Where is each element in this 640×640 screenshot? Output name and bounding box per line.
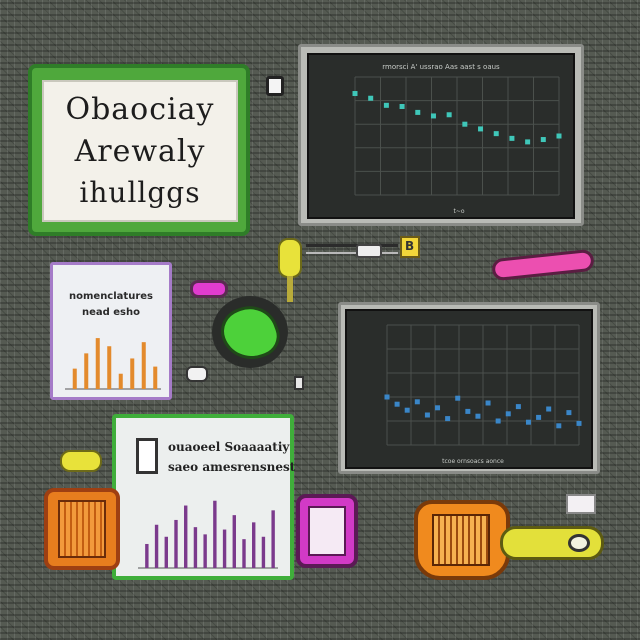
yellow-marker-tip — [287, 276, 293, 302]
small-chart-bar — [72, 368, 77, 389]
small-report-title-1: nomenclatures — [69, 291, 153, 302]
sign-line-2: Arewaly — [74, 134, 206, 169]
middle-chart-point — [566, 410, 572, 416]
top-chart-xlabel: t~o — [453, 208, 464, 215]
middle-chart-point — [394, 401, 400, 407]
middle-chart-point — [556, 423, 562, 429]
middle-chart-monitor: tcoe ornsoacs aonce — [338, 302, 600, 474]
large-chart-bar — [145, 543, 149, 568]
sign-line-3: ihullggs — [79, 176, 201, 209]
orange-tile-inner — [58, 500, 106, 558]
connector-icon — [356, 244, 382, 258]
small-box-icon — [294, 376, 304, 390]
top-chart-point — [430, 113, 436, 119]
middle-chart-point — [505, 411, 511, 417]
gadget-grid — [432, 514, 490, 566]
large-report-title-1: ouaoeel Soaaaatiy — [168, 440, 290, 454]
sign-line-1: Obaociay — [65, 92, 215, 127]
small-bar-chart — [65, 338, 161, 390]
middle-chart-point — [424, 412, 430, 418]
middle-chart-point — [546, 406, 552, 412]
middle-scatter-chart: tcoe ornsoacs aonce — [384, 324, 582, 465]
small-chart-bar — [95, 338, 100, 389]
top-chart-title: rmorsci A' ussrao Aas aast s oaus — [382, 63, 500, 71]
top-chart-point — [446, 112, 452, 118]
large-chart-bar — [154, 524, 159, 568]
magenta-tube-icon — [190, 280, 228, 298]
middle-chart-point — [515, 404, 521, 410]
top-chart-point — [509, 135, 515, 141]
large-chart-bar — [232, 515, 236, 568]
middle-chart-point — [445, 416, 451, 422]
top-chart-point — [478, 126, 484, 132]
middle-chart-point — [384, 394, 390, 400]
middle-chart-point — [495, 418, 501, 424]
pin-icon — [266, 76, 284, 96]
middle-chart-xlabel: tcoe ornsoacs aonce — [442, 458, 504, 465]
top-scatter-chart: rmorsci A' ussrao Aas aast s oaus t~o — [352, 63, 562, 215]
small-chart-bar — [118, 373, 123, 389]
middle-chart-point — [475, 413, 481, 419]
yellow-marker-icon — [278, 238, 302, 278]
middle-chart-point — [455, 395, 461, 401]
middle-chart-point — [485, 400, 491, 406]
middle-chart-point — [435, 405, 441, 411]
top-chart-point — [399, 104, 405, 109]
large-chart-bar — [261, 536, 266, 568]
middle-chart-point — [465, 408, 471, 414]
large-chart-bar — [242, 539, 246, 568]
large-chart-bar — [203, 534, 207, 568]
middle-chart-point — [525, 419, 531, 425]
cable-icon — [306, 244, 398, 254]
small-tag-icon — [566, 494, 596, 514]
sign-paper: Obaociay Arewaly ihullggs — [42, 80, 238, 222]
top-chart-point — [556, 133, 562, 139]
middle-chart-point — [404, 407, 410, 413]
small-chart-bar — [153, 366, 158, 389]
small-chart-bar — [84, 353, 89, 389]
small-chart-bar — [130, 358, 135, 389]
large-chart-bar — [193, 527, 198, 568]
magenta-tile-inner — [308, 506, 346, 556]
small-report-card: nomenclatures nead esho — [50, 262, 172, 400]
top-chart-point — [368, 95, 374, 101]
large-report-title-2: saeo amesrensnest — [168, 460, 296, 474]
large-chart-bar — [174, 519, 178, 568]
small-report-title-2: nead esho — [81, 307, 140, 318]
sticky-note-icon: B — [400, 236, 420, 258]
top-chart-point — [462, 121, 468, 127]
large-report-card: ouaoeel Soaaaatiy saeo amesrensnest — [112, 414, 296, 580]
sticky-note-label: B — [405, 239, 415, 253]
top-chart-point — [352, 91, 358, 97]
white-clip-icon — [186, 366, 208, 382]
large-chart-bar — [271, 510, 275, 568]
large-chart-bar — [252, 522, 256, 568]
large-chart-bar — [164, 536, 168, 568]
yellow-eraser-icon — [60, 450, 102, 472]
report-frame-icon — [136, 438, 158, 474]
large-chart-bar — [184, 505, 188, 568]
large-chart-bar — [222, 529, 227, 568]
middle-chart-point — [576, 420, 582, 426]
handle-knob-icon — [568, 534, 590, 552]
large-chart-bar — [213, 500, 217, 568]
small-chart-bar — [107, 346, 112, 389]
top-chart-point — [383, 102, 389, 108]
small-chart-bar — [141, 342, 146, 389]
top-chart-point — [525, 139, 531, 145]
top-chart-point — [493, 131, 499, 137]
middle-chart-point — [536, 414, 542, 420]
top-chart-monitor: rmorsci A' ussrao Aas aast s oaus t~o — [298, 44, 584, 226]
large-bar-chart — [138, 500, 278, 569]
top-chart-point — [540, 137, 546, 143]
middle-chart-point — [414, 399, 420, 405]
top-chart-point — [415, 109, 421, 115]
pink-brush-icon — [491, 248, 595, 282]
